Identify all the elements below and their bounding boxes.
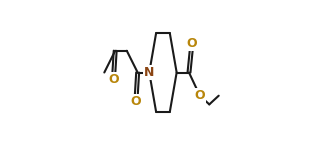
Text: O: O [108,73,119,86]
Text: N: N [144,66,155,79]
Text: O: O [187,37,197,50]
Text: O: O [131,95,141,108]
Text: O: O [195,89,205,102]
